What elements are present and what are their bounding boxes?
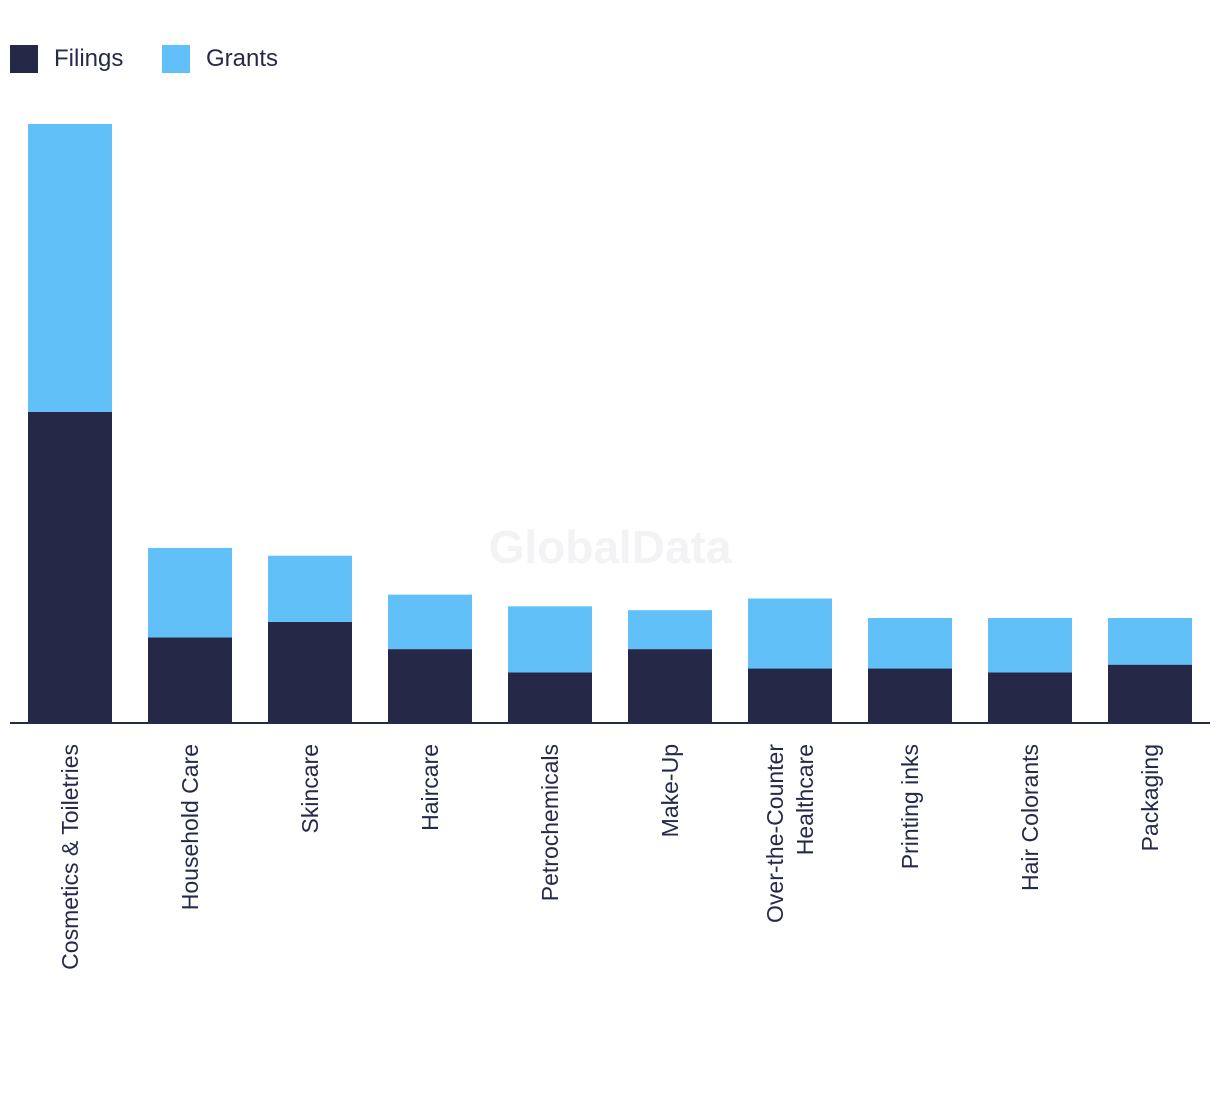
bars-group: [28, 124, 1192, 723]
legend-label-grants: Grants: [206, 45, 278, 72]
x-tick-label-skincare: Skincare: [297, 744, 323, 833]
bar-grants-hair-colorants: [988, 617, 1072, 673]
bar-grants-household-care: [148, 547, 232, 638]
x-axis-tick-labels: Cosmetics & Toiletries Household Care Skin…: [57, 744, 1163, 970]
legend-swatch-filings: [10, 45, 38, 73]
bar-filings-petrochemicals: [508, 672, 592, 723]
bar-grants-make-up: [628, 610, 712, 650]
bar-grants-petrochemicals: [508, 606, 592, 673]
x-tick-label-haircare: Haircare: [417, 744, 443, 831]
bar-grants-packaging: [1108, 617, 1192, 665]
x-tick-label-hair-colorants: Hair Colorants: [1017, 744, 1043, 891]
legend-swatch-grants: [162, 45, 190, 73]
bar-filings-hair-colorants: [988, 672, 1072, 723]
bar-grants-printing-inks: [868, 617, 952, 669]
bar-grants-skincare: [268, 555, 352, 622]
bar-filings-household-care: [148, 637, 232, 723]
bar-grants-haircare: [388, 594, 472, 650]
x-tick-label-packaging: Packaging: [1137, 744, 1163, 851]
bar-filings-haircare: [388, 649, 472, 723]
bar-filings-over-the-counter-healthcare: [748, 668, 832, 723]
legend-label-filings: Filings: [54, 45, 123, 72]
bar-filings-printing-inks: [868, 668, 952, 723]
bar-filings-cosmetics-and-toiletries: [28, 411, 112, 723]
x-tick-label-printing-inks: Printing inks: [897, 744, 923, 869]
bar-filings-skincare: [268, 621, 352, 723]
x-tick-label-over-the-counter-healthcare: Over-the-Counter Healthcare: [762, 744, 818, 923]
bar-filings-packaging: [1108, 664, 1192, 723]
bar-grants-cosmetics-and-toiletries: [28, 124, 112, 412]
bar-grants-over-the-counter-healthcare: [748, 598, 832, 669]
x-tick-label-make-up: Make-Up: [657, 744, 683, 837]
x-tick-label-household-care: Household Care: [177, 744, 203, 910]
legend: Filings Grants: [10, 45, 278, 73]
watermark: GlobalData: [489, 521, 732, 573]
x-tick-label-petrochemicals: Petrochemicals: [537, 744, 563, 901]
bar-filings-make-up: [628, 649, 712, 723]
x-tick-label-cosmetics-and-toiletries: Cosmetics & Toiletries: [57, 744, 83, 970]
